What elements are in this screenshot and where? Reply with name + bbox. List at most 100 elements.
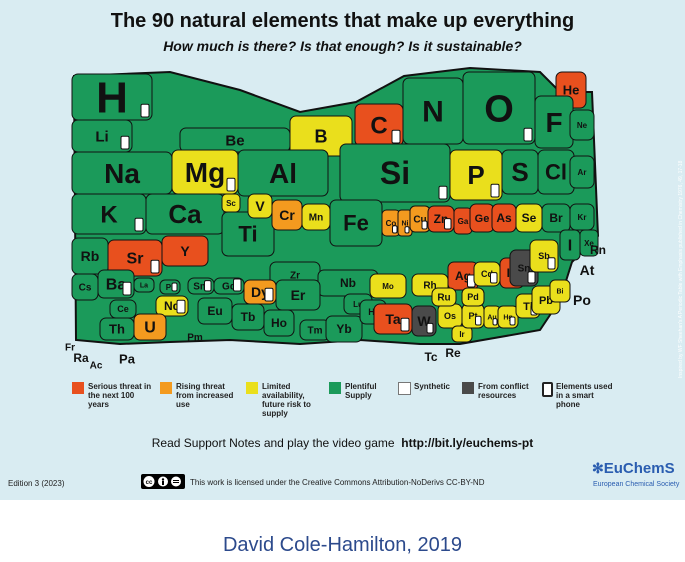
element-symbol-xe: Xe	[584, 239, 594, 248]
smartphone-icon	[226, 177, 236, 192]
smartphone-icon	[426, 322, 434, 334]
support-link[interactable]: http://bit.ly/euchems-pt	[401, 436, 534, 450]
element-symbol-yb: Yb	[336, 322, 351, 336]
element-symbol-tc: Tc	[424, 350, 437, 364]
element-cell-ar	[569, 155, 595, 189]
element-symbol-ta: Ta	[385, 311, 401, 327]
element-symbol-mn: Mn	[309, 213, 323, 224]
element-cells: H He Li Be B C N O F Ne Na Mg Al Si P S Cl Ar K Ca Sc Ti V Cr Mn…	[65, 71, 606, 372]
element-symbol-cl: Cl	[545, 160, 567, 185]
element-symbol-fr: Fr	[65, 343, 75, 354]
element-cell-ne	[569, 109, 595, 141]
smartphone-icon	[204, 280, 212, 292]
element-symbol-bi: Bi	[557, 288, 564, 295]
element-symbol-ir: Ir	[459, 330, 464, 339]
smartphone-icon	[400, 317, 410, 332]
element-symbol-at: At	[580, 262, 595, 278]
element-cell-yb	[325, 315, 363, 343]
element-symbol-lu: Lu	[353, 300, 363, 309]
support-line: Read Support Notes and play the video ga…	[0, 436, 685, 450]
element-cell-ru	[431, 287, 457, 307]
element-cell-xe	[579, 229, 599, 257]
element-symbol-ni: Ni	[402, 220, 409, 227]
smartphone-icon	[392, 225, 398, 234]
poster: H He Li Be B C N O F Ne Na Mg Al Si P S Cl Ar K Ca Sc Ti V Cr Mn…	[0, 0, 685, 500]
element-symbol-v: V	[255, 198, 265, 214]
legend-serious: Serious threat in the next 100 years	[88, 382, 152, 409]
element-cell-u	[133, 313, 167, 341]
smartphone-icon	[122, 281, 132, 296]
element-symbol-tm: Tm	[308, 326, 323, 337]
euchems-mark-icon: ✻	[592, 460, 604, 476]
element-symbol-tl: Tl	[523, 301, 533, 313]
license-text: This work is licensed under the Creative…	[190, 478, 485, 487]
element-symbol-al: Al	[269, 158, 297, 189]
element-symbol-b: B	[315, 126, 328, 146]
element-symbol-ho: Ho	[271, 316, 287, 330]
element-symbol-hf: Hf	[368, 307, 378, 317]
element-symbol-f: F	[545, 107, 562, 138]
element-symbol-li: Li	[95, 128, 108, 145]
element-cell-kr	[569, 203, 595, 231]
smartphone-icon	[438, 185, 448, 200]
cc-license-icon: cc	[141, 474, 185, 489]
legend-smartphone-icon	[542, 382, 553, 397]
smartphone-icon	[140, 103, 150, 118]
legend-conflict: From conflict resources	[478, 382, 529, 400]
legend-swatch-plentiful	[329, 382, 341, 394]
element-symbol-c: C	[370, 112, 387, 139]
element-symbol-kr: Kr	[578, 213, 587, 222]
element-cell-y	[161, 235, 209, 267]
element-symbol-ar: Ar	[578, 168, 587, 177]
side-credit-text: Inspired by WF Sheehan's A Periodic Tabl…	[678, 160, 684, 378]
element-symbol-cr: Cr	[279, 207, 295, 223]
element-symbol-sr: Sr	[127, 251, 144, 268]
smartphone-icon	[264, 287, 274, 302]
support-text: Read Support Notes and play the video ga…	[151, 436, 395, 450]
legend-swatch-rising	[160, 382, 172, 394]
element-symbol-o: O	[484, 88, 514, 130]
element-cell-ho	[263, 309, 295, 337]
element-symbol-eu: Eu	[207, 304, 222, 318]
element-symbol-er: Er	[291, 287, 306, 303]
smartphone-icon	[391, 129, 401, 144]
element-symbol-rh: Rh	[423, 281, 436, 292]
smartphone-icon	[490, 272, 498, 284]
element-symbol-tb: Tb	[241, 310, 256, 324]
element-symbol-i: I	[568, 238, 572, 255]
smartphone-icon	[492, 318, 498, 326]
brand-subtitle: European Chemical Society	[593, 481, 680, 488]
element-symbol-rn: Rn	[590, 243, 606, 257]
element-symbol-s: S	[511, 157, 528, 187]
element-symbol-ga: Ga	[458, 217, 469, 226]
element-symbol-ne: Ne	[577, 121, 588, 130]
element-symbol-br: Br	[549, 211, 563, 225]
element-symbol-fe: Fe	[343, 211, 369, 236]
element-symbol-mo: Mo	[382, 282, 394, 291]
element-symbol-hg: Hg	[503, 314, 512, 321]
legend-swatch-limited	[246, 382, 258, 394]
brand-name: EuChemS	[603, 460, 675, 477]
element-symbol-u: U	[144, 320, 156, 337]
element-symbol-sm: Sm	[193, 282, 209, 293]
side-credit: Inspired by WF Sheehan's A Periodic Tabl…	[678, 160, 684, 378]
smartphone-icon	[120, 135, 130, 150]
element-symbol-gd: Gd	[222, 282, 236, 293]
smartphone-icon	[490, 183, 500, 198]
periodic-table-graphic: H He Li Be B C N O F Ne Na Mg Al Si P S Cl Ar K Ca Sc Ti V Cr Mn…	[65, 66, 606, 372]
legend-swatch-conflict	[462, 382, 474, 394]
element-symbol-be: Be	[225, 132, 244, 149]
edition-label: Edition 3 (2023)	[8, 479, 65, 488]
element-symbol-sc: Sc	[226, 199, 236, 208]
smartphone-icon	[233, 278, 242, 292]
element-symbol-n: N	[422, 96, 444, 129]
element-symbol-h: H	[96, 73, 128, 122]
element-symbol-au: Au	[487, 314, 496, 321]
element-symbol-si: Si	[380, 155, 410, 191]
element-symbol-nd: Nd	[164, 299, 180, 313]
element-symbol-os: Os	[444, 311, 456, 321]
element-cell-mo	[369, 273, 407, 299]
element-symbol-sb: Sb	[538, 251, 550, 261]
legend-rising: Rising threat from increased use	[176, 382, 234, 409]
element-symbol-pm: Pm	[187, 333, 203, 344]
